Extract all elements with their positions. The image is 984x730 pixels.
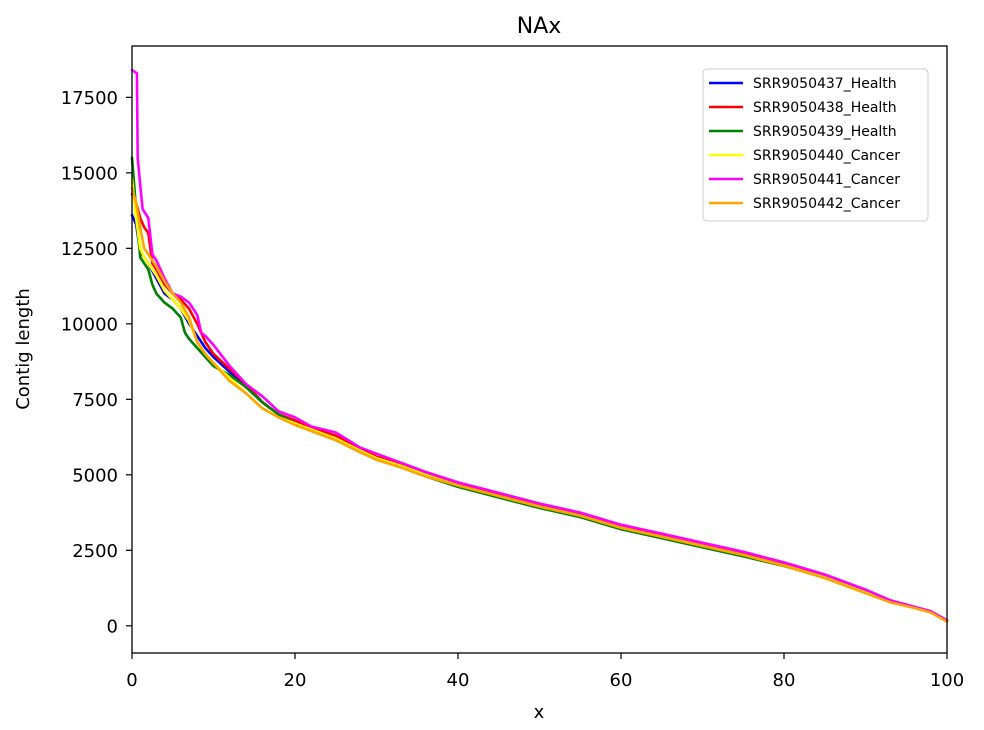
- legend-label: SRR9050438_Health: [753, 100, 897, 116]
- legend-label: SRR9050441_Cancer: [753, 172, 900, 188]
- legend-label: SRR9050439_Health: [753, 124, 897, 140]
- x-tick-label: 20: [284, 670, 307, 691]
- x-axis-label: x: [534, 702, 545, 723]
- y-tick-label: 0: [107, 616, 118, 637]
- legend-label: SRR9050440_Cancer: [753, 148, 900, 164]
- x-tick-label: 0: [126, 670, 137, 691]
- y-tick-label: 2500: [72, 541, 118, 562]
- legend-box: [702, 68, 929, 222]
- legend: SRR9050437_Health SRR9050438_Health SRR905…: [702, 68, 929, 222]
- x-tick-label: 100: [930, 670, 964, 691]
- series-line-1: [130, 213, 949, 623]
- series-line-6: [130, 186, 949, 623]
- x-tick-label: 60: [610, 670, 633, 691]
- y-tick-label: 17500: [61, 88, 118, 109]
- plot-frame: [131, 45, 948, 654]
- y-tick-label: 10000: [61, 314, 118, 335]
- y-tick-label: 12500: [61, 239, 118, 260]
- legend-label: SRR9050442_Cancer: [753, 196, 900, 212]
- legend-label: SRR9050437_Health: [753, 76, 897, 92]
- plot-lines: [130, 68, 949, 623]
- x-tick-label: 80: [773, 670, 796, 691]
- x-tick-label: 40: [447, 670, 470, 691]
- y-tick-label: 5000: [72, 465, 118, 486]
- y-axis-ticks: 0 2500 5000 7500 10000 12500 15000 17500: [61, 88, 132, 637]
- x-axis-ticks: 0 20 40 60 80 100: [126, 653, 964, 691]
- series-line-2: [130, 192, 949, 622]
- chart-title: NAx: [517, 14, 562, 39]
- y-axis-label: Contig length: [13, 288, 34, 410]
- series-line-5: [130, 68, 949, 622]
- y-tick-label: 15000: [61, 163, 118, 184]
- y-tick-label: 7500: [72, 390, 118, 411]
